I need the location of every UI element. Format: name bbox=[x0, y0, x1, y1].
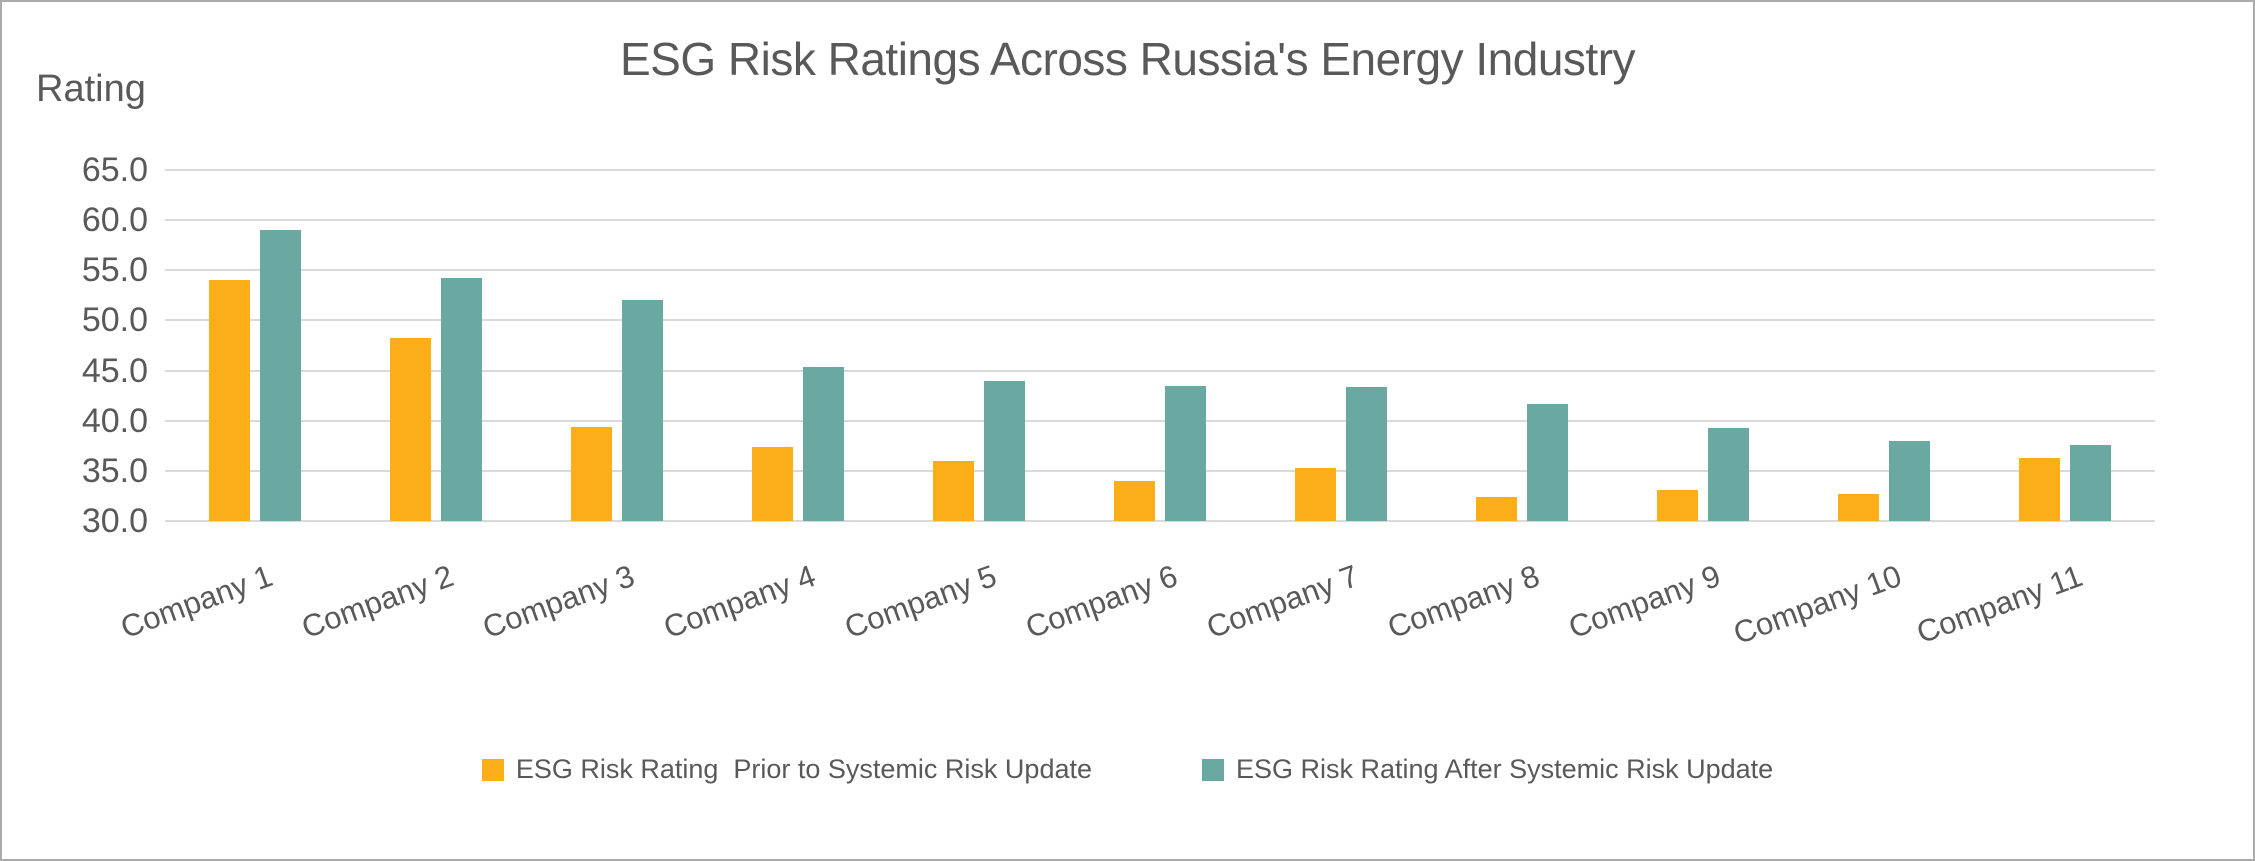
x-axis-label-company-7: Company 7 bbox=[1201, 558, 1363, 646]
bar-prior-company-11 bbox=[2018, 457, 2060, 521]
y-axis-tick-label: 65.0 bbox=[81, 151, 148, 189]
bar-prior-company-4 bbox=[752, 446, 794, 521]
gridline bbox=[165, 469, 2155, 472]
bar-after-company-4 bbox=[803, 366, 845, 521]
y-axis-tick-label: 55.0 bbox=[81, 251, 148, 290]
y-axis-tick-label: 45.0 bbox=[81, 351, 148, 390]
bar-after-company-5 bbox=[984, 380, 1026, 521]
gridline bbox=[165, 520, 2155, 522]
bar-after-company-8 bbox=[1526, 403, 1568, 521]
bar-after-company-2 bbox=[441, 278, 483, 521]
bar-after-company-1 bbox=[260, 230, 302, 521]
gridline bbox=[165, 219, 2155, 222]
bar-prior-company-1 bbox=[209, 280, 251, 521]
y-axis-tick-label: 50.0 bbox=[81, 301, 148, 340]
x-axis-label-company-5: Company 5 bbox=[840, 558, 1002, 646]
legend-swatch-icon bbox=[1202, 758, 1224, 781]
y-axis-tick-label: 35.0 bbox=[81, 451, 148, 490]
gridline bbox=[165, 269, 2155, 272]
legend-label: ESG Risk Rating After Systemic Risk Upda… bbox=[1236, 754, 1774, 784]
x-axis-label-company-3: Company 3 bbox=[478, 558, 640, 646]
legend-item-prior: ESG Risk Rating Prior to Systemic Risk U… bbox=[481, 754, 1092, 785]
y-axis-tick-label: 40.0 bbox=[81, 401, 148, 440]
plot-area bbox=[165, 169, 2155, 522]
x-axis-label-company-8: Company 8 bbox=[1382, 558, 1544, 646]
gridline bbox=[165, 319, 2155, 322]
bar-after-company-6 bbox=[1165, 385, 1206, 521]
bar-prior-company-7 bbox=[1294, 467, 1336, 521]
y-axis-tick-label: 60.0 bbox=[81, 201, 148, 240]
bar-after-company-3 bbox=[622, 300, 664, 521]
bar-prior-company-6 bbox=[1114, 480, 1155, 521]
x-axis-label-company-9: Company 9 bbox=[1563, 558, 1725, 646]
bar-prior-company-5 bbox=[933, 460, 975, 521]
legend-label: ESG Risk Rating Prior to Systemic Risk U… bbox=[515, 754, 1092, 784]
x-axis-label-company-4: Company 4 bbox=[659, 558, 821, 646]
bar-after-company-9 bbox=[1707, 427, 1749, 521]
y-axis-tick-label: 30.0 bbox=[81, 502, 148, 540]
x-axis-label-company-1: Company 1 bbox=[116, 558, 278, 646]
chart-title: ESG Risk Ratings Across Russia's Energy … bbox=[619, 33, 1636, 85]
gridline bbox=[165, 369, 2155, 372]
y-axis-title: Rating bbox=[36, 68, 146, 110]
gridline bbox=[165, 169, 2155, 171]
x-axis-label-company-2: Company 2 bbox=[297, 558, 459, 646]
bar-after-company-11 bbox=[2069, 444, 2111, 521]
bar-prior-company-2 bbox=[390, 338, 432, 521]
legend: ESG Risk Rating Prior to Systemic Risk U… bbox=[2, 754, 2253, 785]
x-axis-label-company-11: Company 11 bbox=[1911, 558, 2087, 651]
bar-prior-company-9 bbox=[1656, 489, 1698, 521]
x-axis-label-company-6: Company 6 bbox=[1021, 558, 1182, 646]
legend-item-after: ESG Risk Rating After Systemic Risk Upda… bbox=[1202, 754, 1773, 785]
bar-after-company-10 bbox=[1888, 440, 1930, 521]
bar-after-company-7 bbox=[1345, 386, 1387, 521]
x-axis-label-company-10: Company 10 bbox=[1728, 558, 1906, 652]
bar-prior-company-10 bbox=[1837, 493, 1879, 521]
gridline bbox=[165, 419, 2155, 422]
legend-swatch-icon bbox=[481, 758, 504, 781]
bar-prior-company-3 bbox=[571, 426, 613, 521]
bar-prior-company-8 bbox=[1475, 496, 1517, 521]
